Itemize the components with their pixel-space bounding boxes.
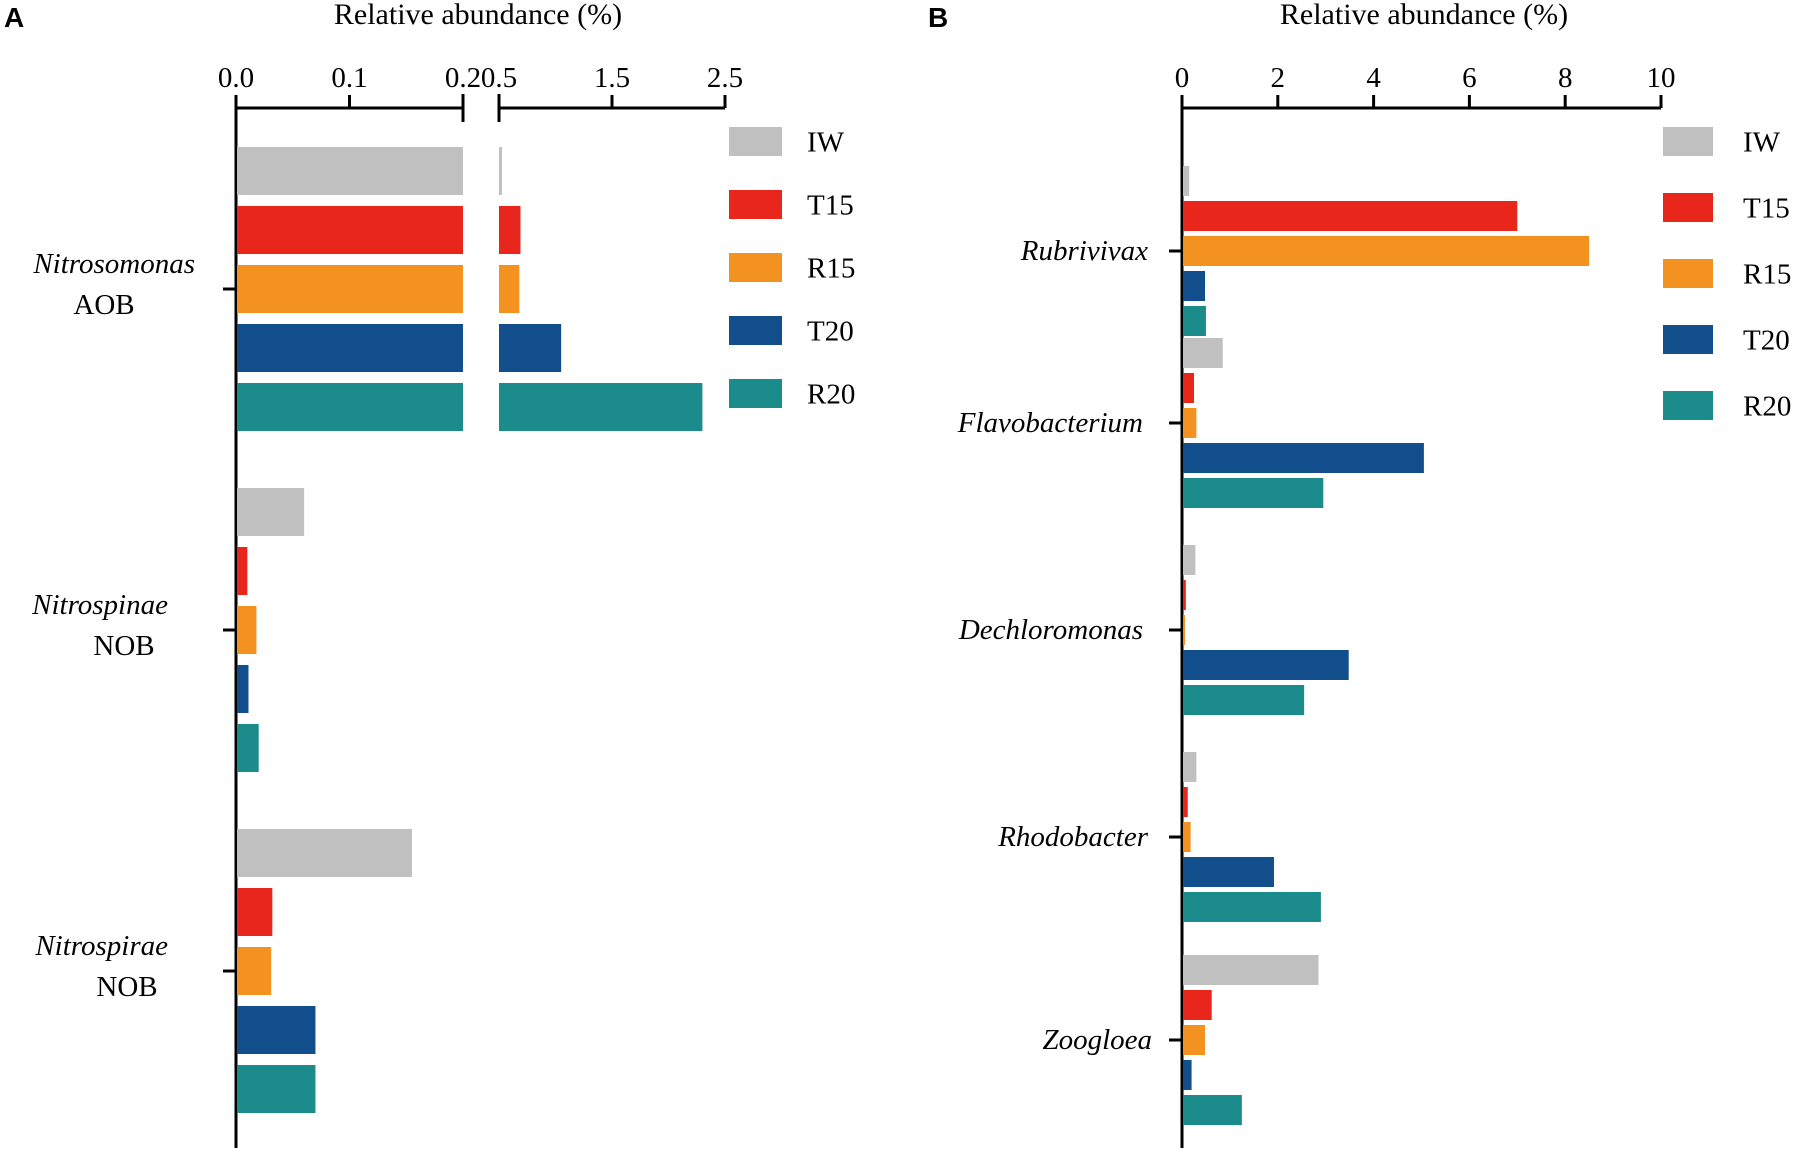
x-tick-label-b: 0 <box>1175 62 1190 94</box>
x-tick-label-a: 2.5 <box>707 62 743 94</box>
bar-nitrosomonas-t15 <box>237 206 463 254</box>
legend-swatch-t20 <box>729 316 782 345</box>
bar-nitrospirae-iw <box>237 829 412 877</box>
category-label-flavobacterium: Flavobacterium <box>957 407 1143 439</box>
legend-label-t15: T15 <box>807 190 854 222</box>
x-tick-label-a: 0.0 <box>218 62 254 94</box>
legend-swatch-r15 <box>1663 259 1713 288</box>
x-tick-label-b: 10 <box>1647 62 1676 94</box>
bar-flavobacterium-r15 <box>1183 408 1197 438</box>
bar-flavobacterium-iw <box>1183 338 1223 368</box>
legend-swatch-iw <box>1663 127 1713 156</box>
bar-nitrospirae-r20 <box>237 1065 316 1113</box>
bar-nitrosomonas-r15 <box>237 265 463 313</box>
bar-zoogloea-r20 <box>1183 1095 1242 1125</box>
legend-swatch-r15 <box>729 253 782 282</box>
bar-zoogloea-iw <box>1183 955 1319 985</box>
x-axis-title-a: Relative abundance (%) <box>334 0 622 31</box>
legend-label-t20: T20 <box>1743 325 1790 357</box>
bar-zoogloea-r15 <box>1183 1025 1205 1055</box>
legend-swatch-t15 <box>1663 193 1713 222</box>
legend-label-iw: IW <box>807 127 845 159</box>
bar-rhodobacter-t15 <box>1183 787 1188 817</box>
x-tick-label-a: 0.5 <box>481 62 517 94</box>
legend-label-r20: R20 <box>807 379 855 411</box>
bar-nitrosomonas-iw <box>237 147 463 195</box>
bar-nitrospinae-iw <box>237 488 305 536</box>
bar-rubrivivax-t15 <box>1183 201 1518 231</box>
x-tick-label-a: 0.1 <box>331 62 367 94</box>
panel-letter-b: B <box>928 2 948 33</box>
x-tick-label-b: 6 <box>1462 62 1477 94</box>
bar-nitrospinae-r20 <box>237 724 259 772</box>
x-tick-label-a: 0.2 <box>445 62 481 94</box>
category-label-zoogloea: Zoogloea <box>1042 1024 1152 1056</box>
x-tick-label-b: 2 <box>1271 62 1286 94</box>
bar-rubrivivax-r20 <box>1183 306 1206 336</box>
legend-label-r15: R15 <box>1743 259 1791 291</box>
legend-label-iw: IW <box>1743 127 1781 159</box>
bar-nitrospirae-t20 <box>237 1006 316 1054</box>
category-label-dechloromonas: Dechloromonas <box>958 614 1143 646</box>
bar-nitrosomonas-iw-continued <box>499 147 502 195</box>
legend-swatch-iw <box>729 127 782 156</box>
panel-letter-a: A <box>4 2 24 33</box>
bar-nitrospirae-r15 <box>237 947 272 995</box>
bar-nitrosomonas-t20 <box>237 324 463 372</box>
bar-rhodobacter-t20 <box>1183 857 1274 887</box>
bar-dechloromonas-iw <box>1183 545 1196 575</box>
bar-nitrosomonas-t15-continued <box>499 206 521 254</box>
x-axis-title-b: Relative abundance (%) <box>1280 0 1568 31</box>
x-tick-label-b: 8 <box>1558 62 1573 94</box>
bar-flavobacterium-r20 <box>1183 478 1324 508</box>
category-label-rubrivivax: Rubrivivax <box>1020 235 1148 267</box>
legend-swatch-r20 <box>1663 391 1713 420</box>
category-group-nob: NOB <box>93 630 154 662</box>
bar-nitrosomonas-r20 <box>237 383 463 431</box>
bar-nitrospinae-t15 <box>237 547 248 595</box>
category-label-rhodobacter: Rhodobacter <box>997 821 1149 853</box>
bar-rhodobacter-r15 <box>1183 822 1191 852</box>
bar-rubrivivax-iw <box>1183 166 1190 196</box>
bar-dechloromonas-t15 <box>1183 580 1186 610</box>
bar-zoogloea-t20 <box>1183 1060 1192 1090</box>
bar-rubrivivax-r15 <box>1183 236 1590 266</box>
x-tick-label-b: 4 <box>1366 62 1381 94</box>
x-tick-label-a: 1.5 <box>594 62 630 94</box>
legend-label-r20: R20 <box>1743 391 1791 423</box>
bar-flavobacterium-t20 <box>1183 443 1424 473</box>
bar-rhodobacter-r20 <box>1183 892 1321 922</box>
bar-nitrosomonas-t20-continued <box>499 324 562 372</box>
bar-nitrosomonas-r20-continued <box>499 383 703 431</box>
bar-nitrosomonas-r15-continued <box>499 265 520 313</box>
legend-label-t15: T15 <box>1743 193 1790 225</box>
bar-dechloromonas-r20 <box>1183 685 1305 715</box>
legend-swatch-t20 <box>1663 325 1713 354</box>
bar-nitrospinae-r15 <box>237 606 257 654</box>
legend-swatch-t15 <box>729 190 782 219</box>
category-group-aob: AOB <box>73 289 134 321</box>
bar-nitrospirae-t15 <box>237 888 273 936</box>
category-label-nitrosomonas: Nitrosomonas <box>32 248 195 280</box>
legend-swatch-r20 <box>729 379 782 408</box>
legend-label-t20: T20 <box>807 316 854 348</box>
panel-b: B Relative abundance (%) 0 2 4 6 8 10 Rubrivivax… <box>928 0 1791 1148</box>
bar-flavobacterium-t15 <box>1183 373 1194 403</box>
category-label-nitrospinae: Nitrospinae <box>31 589 168 621</box>
bar-rhodobacter-iw <box>1183 752 1197 782</box>
bar-dechloromonas-t20 <box>1183 650 1349 680</box>
category-group-nob: NOB <box>96 971 157 1003</box>
bar-dechloromonas-r15 <box>1183 615 1185 645</box>
bar-rubrivivax-t20 <box>1183 271 1205 301</box>
bar-zoogloea-t15 <box>1183 990 1212 1020</box>
bar-nitrospinae-t20 <box>237 665 249 713</box>
legend-label-r15: R15 <box>807 253 855 285</box>
category-label-nitrospirae: Nitrospirae <box>34 930 168 962</box>
panel-a: A Relative abundance (%) 0.0 0.1 0.2 0.5 1.5 2.… <box>4 0 855 1148</box>
